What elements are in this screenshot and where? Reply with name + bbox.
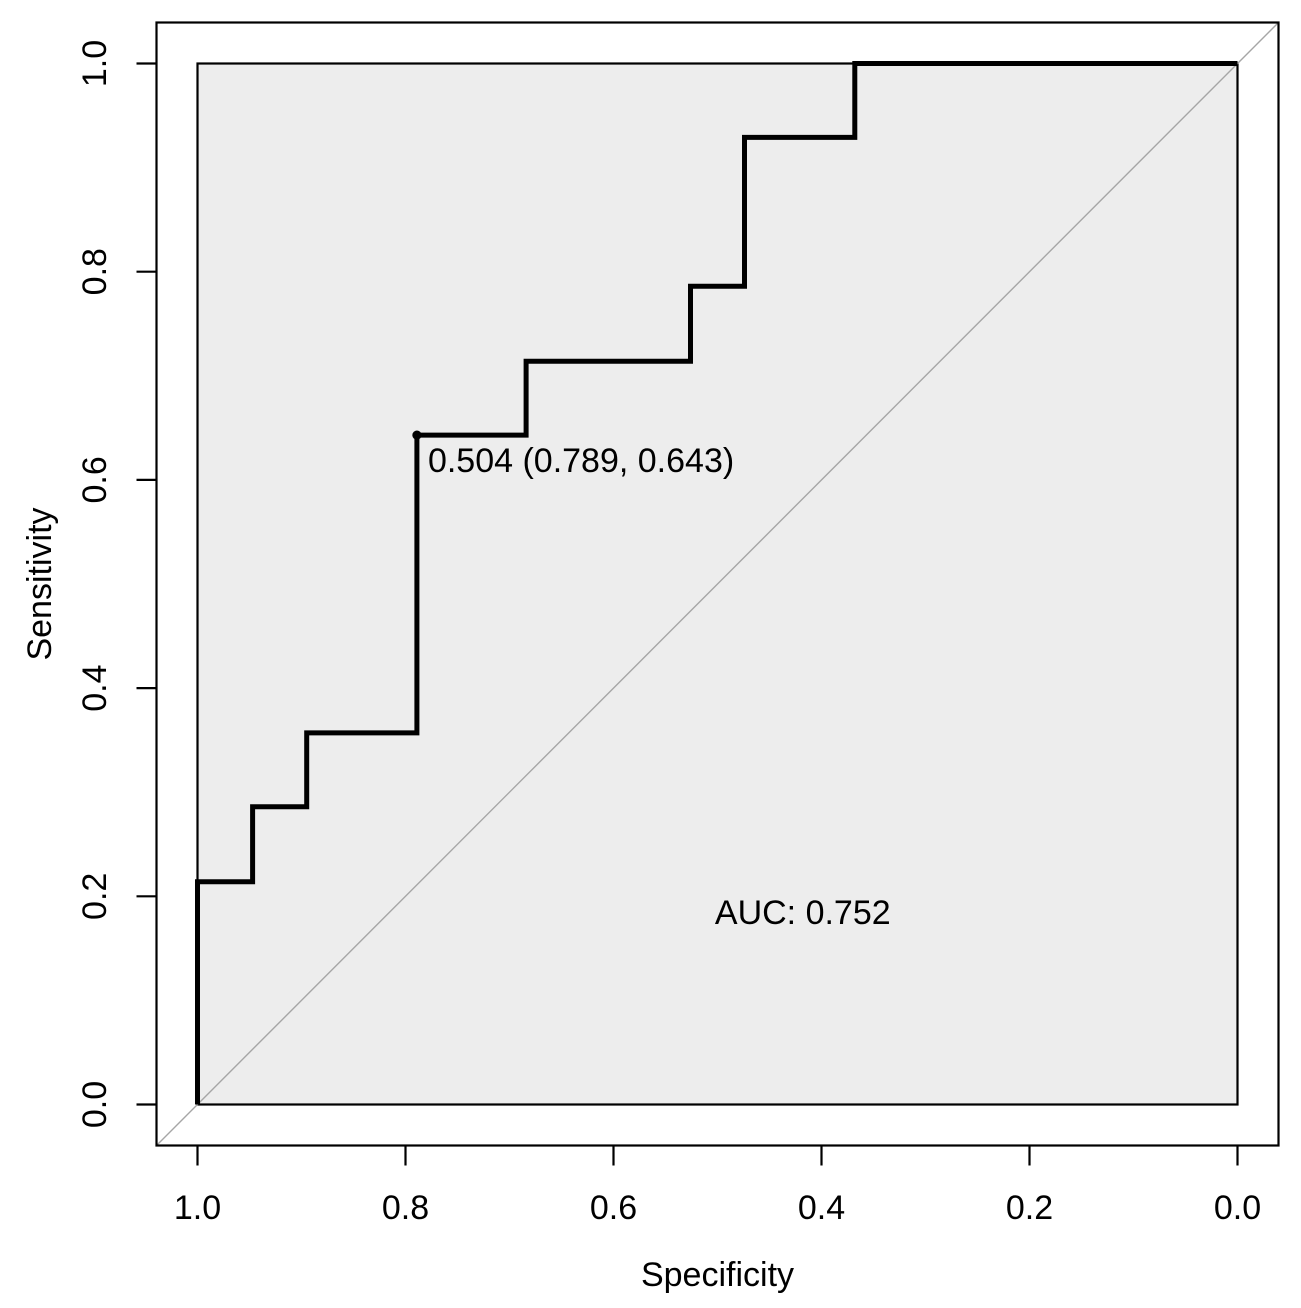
y-tick-label: 0.6: [76, 456, 114, 503]
x-tick-label: 0.0: [1214, 1189, 1261, 1227]
best-threshold-label: 0.504 (0.789, 0.643): [428, 442, 734, 480]
y-tick-label: 0.4: [76, 664, 114, 711]
best-threshold-point: [412, 430, 422, 440]
y-axis: 0.0 0.2 0.4 0.6 0.8 1.0: [76, 40, 157, 1128]
x-axis: 1.0 0.8 0.6 0.4 0.2 0.0: [174, 1145, 1261, 1227]
diagonal-reference-line: [156, 22, 1279, 1146]
x-tick-label: 0.2: [1006, 1189, 1053, 1227]
x-tick-label: 0.8: [382, 1189, 429, 1227]
y-tick-label: 0.0: [76, 1081, 114, 1128]
roc-curve: [195, 61, 1238, 1105]
x-tick-label: 0.4: [798, 1189, 845, 1227]
x-tick-label: 1.0: [174, 1189, 221, 1227]
y-axis-title: Sensitivity: [21, 507, 59, 660]
plot-box: [155, 21, 1280, 1147]
y-tick-label: 0.2: [76, 873, 114, 920]
x-tick-label: 0.6: [590, 1189, 637, 1227]
x-axis-title: Specificity: [641, 1256, 794, 1294]
auc-label: AUC: 0.752: [715, 894, 891, 932]
y-tick-label: 1.0: [76, 40, 114, 87]
y-tick-label: 0.8: [76, 248, 114, 295]
